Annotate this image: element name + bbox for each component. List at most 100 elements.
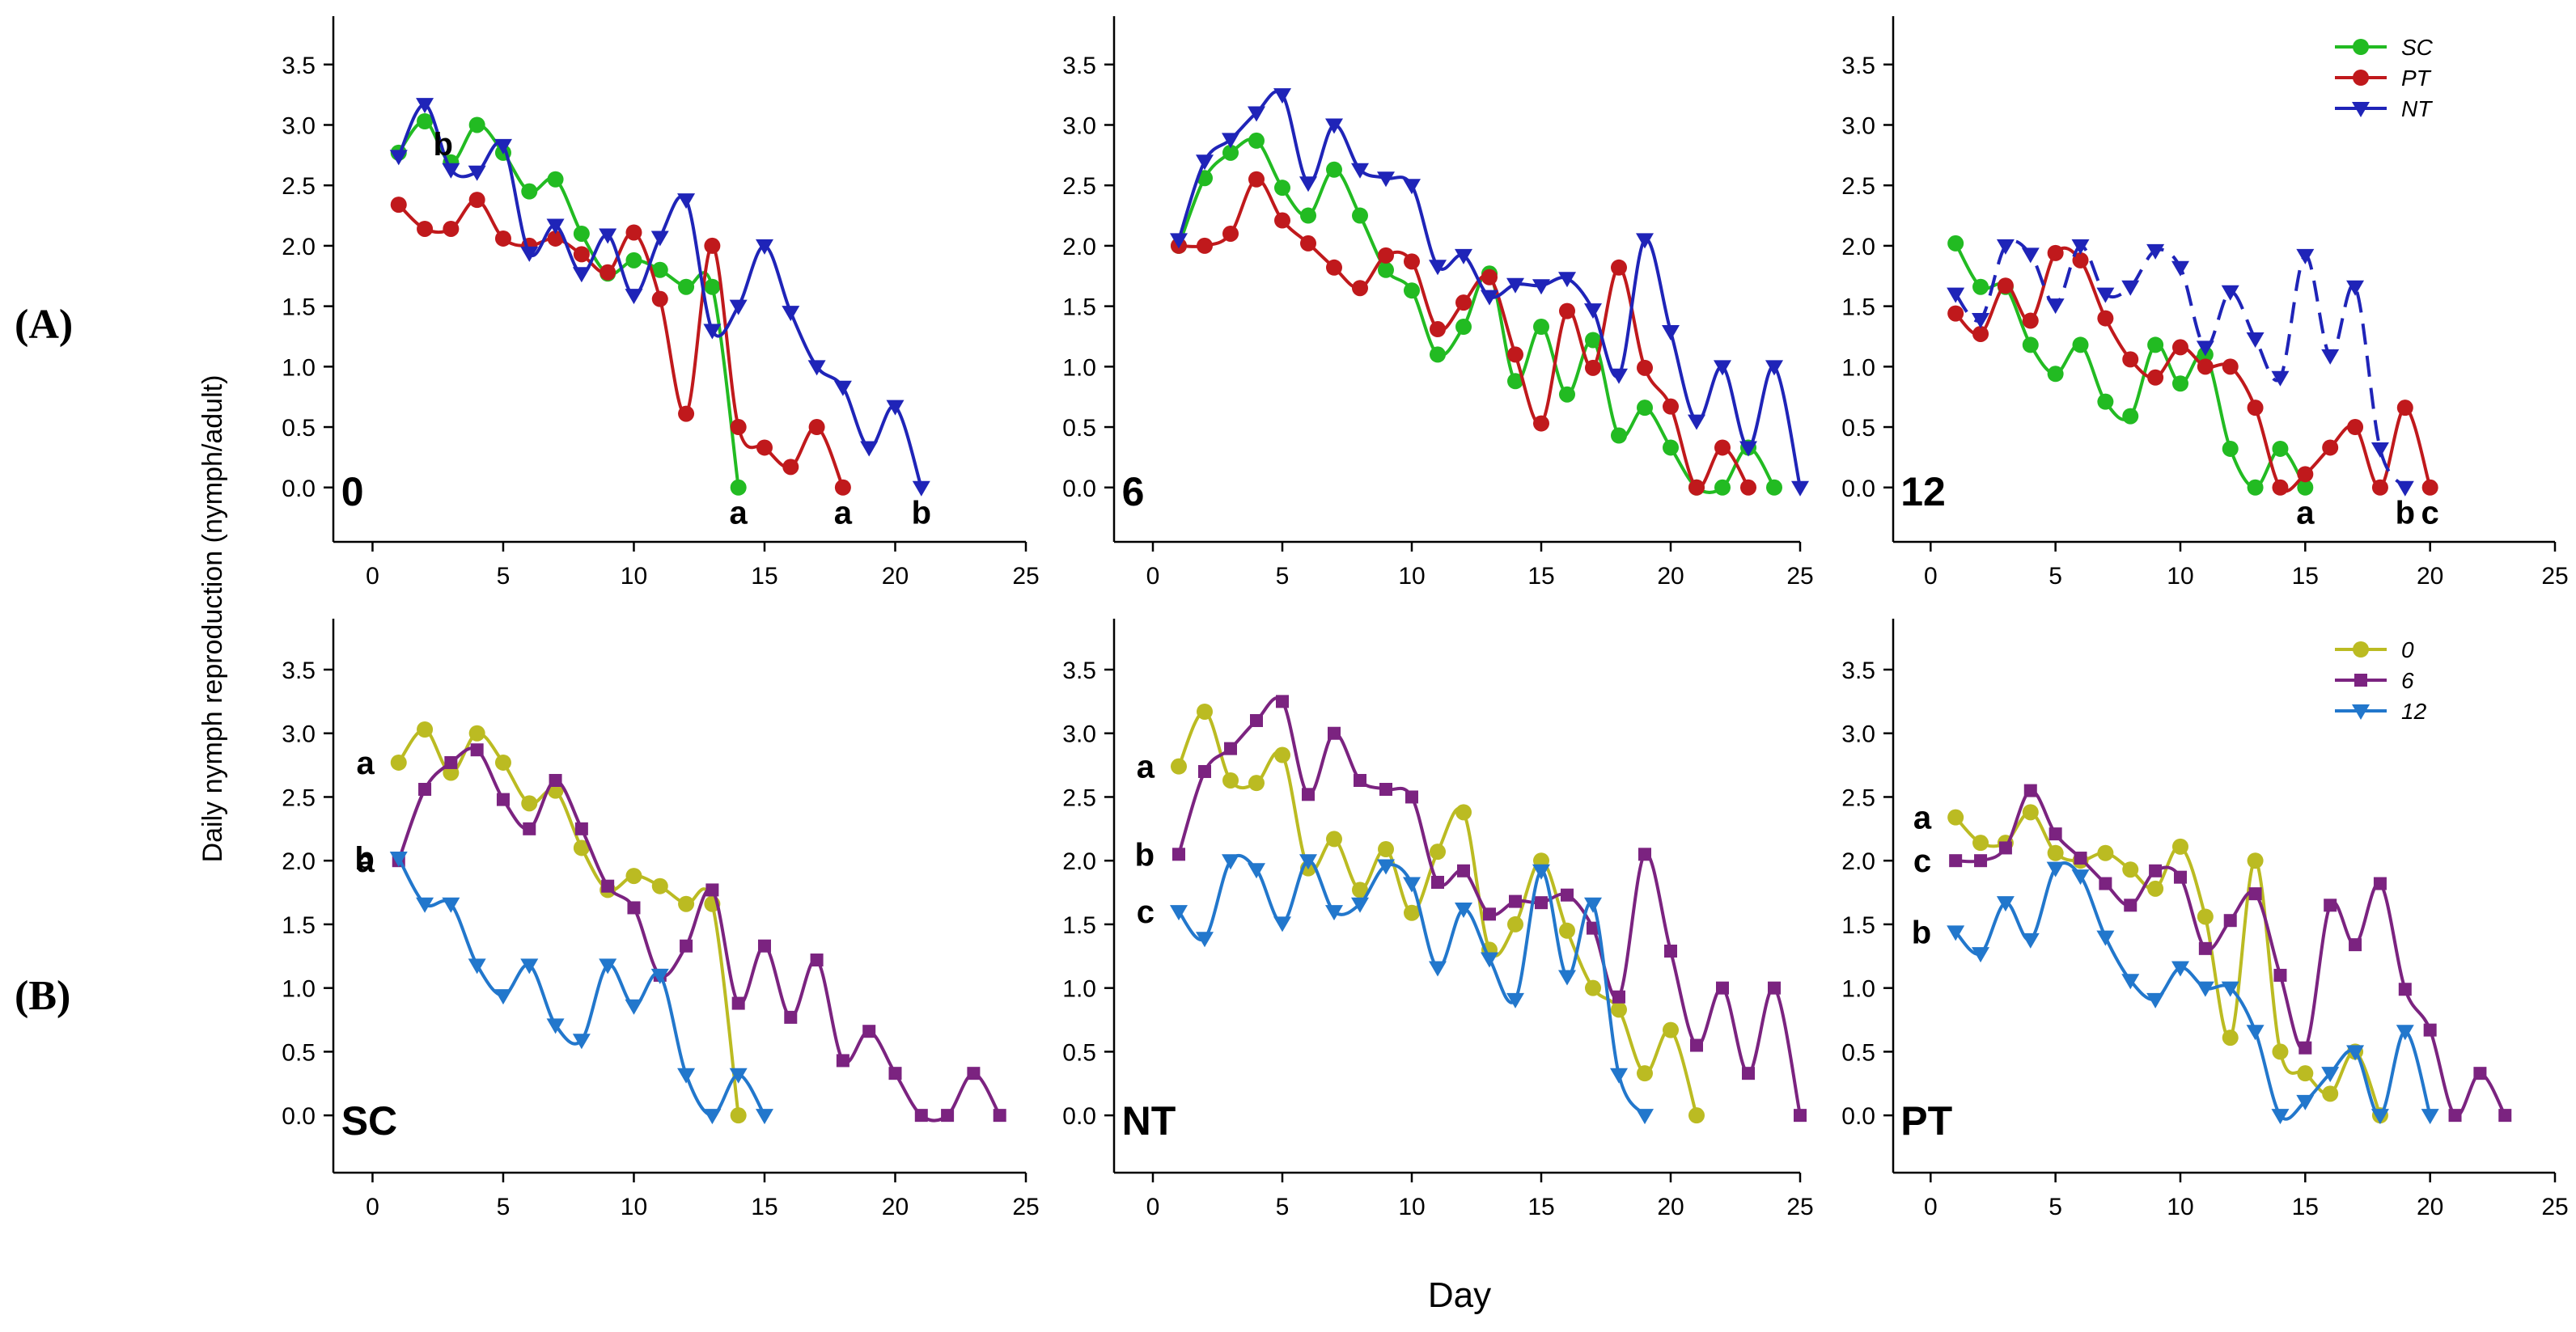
significance-label: b <box>1912 915 1931 950</box>
panel-label: PT <box>1900 1098 1952 1144</box>
data-point <box>703 323 722 340</box>
data-point <box>1429 961 1447 977</box>
data-point <box>704 237 721 254</box>
series-nt <box>1170 88 1809 497</box>
series-nt <box>1947 239 2414 497</box>
panel-label: 0 <box>341 469 364 514</box>
data-point <box>1688 414 1705 430</box>
data-point <box>521 183 538 200</box>
data-point <box>2247 400 2264 417</box>
data-point <box>547 171 564 188</box>
data-point <box>1197 703 1213 720</box>
series-line <box>1177 854 1646 1117</box>
legend-entry: SC <box>2401 35 2434 60</box>
x-tick-label: 25 <box>1786 1194 1813 1220</box>
x-tick-label: 15 <box>1527 563 1554 590</box>
data-point <box>1222 772 1239 789</box>
data-point <box>417 113 434 129</box>
data-point <box>1972 278 1989 295</box>
data-point <box>1947 305 1964 322</box>
data-point <box>1532 279 1550 295</box>
data-point <box>520 246 539 262</box>
legend-entry: NT <box>2401 96 2433 121</box>
data-point <box>862 1025 876 1038</box>
data-point <box>2371 1109 2389 1125</box>
data-point <box>1533 319 1549 336</box>
data-point <box>2373 877 2387 890</box>
data-point <box>442 163 460 179</box>
data-point <box>444 755 458 769</box>
data-point <box>1299 176 1317 192</box>
data-point <box>1611 1001 1627 1018</box>
data-point <box>2023 784 2037 797</box>
significance-label: a <box>730 496 748 531</box>
series-6 <box>392 743 1006 1123</box>
y-tick-label: 1.5 <box>1062 912 1096 939</box>
legend-marker <box>2352 102 2370 117</box>
y-tick-label: 1.0 <box>282 976 316 1003</box>
data-point <box>2021 247 2040 264</box>
data-point <box>1248 171 1265 188</box>
data-point <box>2297 1065 2314 1082</box>
data-point <box>625 868 642 885</box>
series-12 <box>1947 861 2439 1125</box>
data-point <box>1637 400 1653 417</box>
data-point <box>1663 1021 1679 1038</box>
data-point <box>1507 915 1523 932</box>
significance-label: a <box>834 496 853 531</box>
data-point <box>599 228 617 244</box>
data-point <box>755 1109 773 1125</box>
data-point <box>2197 908 2214 925</box>
data-point <box>1378 247 1394 264</box>
data-point <box>1688 1107 1705 1124</box>
data-point <box>1405 790 1418 804</box>
data-point <box>730 479 747 496</box>
data-point <box>521 795 538 812</box>
data-point <box>417 220 434 237</box>
series-sc <box>390 113 747 496</box>
series-line <box>1954 861 2432 1121</box>
data-point <box>1768 981 1781 995</box>
data-point <box>2223 914 2237 928</box>
data-point <box>1172 848 1185 861</box>
y-tick-label: 2.0 <box>282 848 316 875</box>
y-tick-label: 3.5 <box>1062 53 1096 79</box>
series-pt <box>390 192 851 496</box>
x-tick-label: 15 <box>751 563 777 590</box>
data-point <box>2046 298 2065 315</box>
y-tick-label: 0.0 <box>282 1103 316 1130</box>
data-point <box>1507 373 1523 390</box>
significance-label: c <box>1137 894 1155 930</box>
data-point <box>1637 359 1653 376</box>
y-tick-label: 0.0 <box>1841 1103 1875 1130</box>
x-tick-label: 25 <box>2541 563 2568 590</box>
data-point <box>2322 1085 2339 1102</box>
data-point <box>784 1010 798 1024</box>
legend-entry: 6 <box>2401 668 2414 693</box>
x-tick-label: 5 <box>2049 1194 2062 1220</box>
y-tick-label: 3.5 <box>1062 658 1096 684</box>
data-point <box>494 754 511 771</box>
data-point <box>941 1109 955 1123</box>
data-point <box>1559 922 1575 939</box>
data-point <box>2097 393 2114 410</box>
data-point <box>1611 259 1627 276</box>
data-point <box>1664 945 1677 958</box>
legend: 0 6 12 <box>2335 637 2427 724</box>
data-point <box>1351 163 1369 179</box>
data-point <box>1584 897 1602 913</box>
series-line <box>1954 810 2382 1116</box>
data-point <box>2122 408 2139 425</box>
data-point <box>574 822 588 835</box>
data-point <box>625 252 642 269</box>
x-tick-label: 20 <box>2417 1194 2443 1220</box>
data-point <box>860 441 879 457</box>
data-point <box>1716 981 1729 995</box>
data-point <box>390 754 407 771</box>
data-point <box>1326 831 1342 848</box>
series-6 <box>1949 784 2512 1123</box>
series-line <box>1177 90 1802 488</box>
data-point <box>2321 349 2340 365</box>
data-point <box>782 459 799 476</box>
data-point <box>651 877 668 894</box>
